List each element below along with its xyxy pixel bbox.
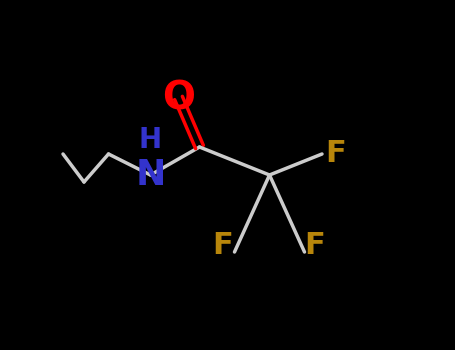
Text: O: O bbox=[162, 79, 195, 117]
Text: F: F bbox=[326, 140, 346, 168]
Text: N: N bbox=[135, 158, 166, 192]
Text: F: F bbox=[305, 231, 325, 259]
Text: F: F bbox=[212, 231, 233, 259]
Text: H: H bbox=[139, 126, 162, 154]
